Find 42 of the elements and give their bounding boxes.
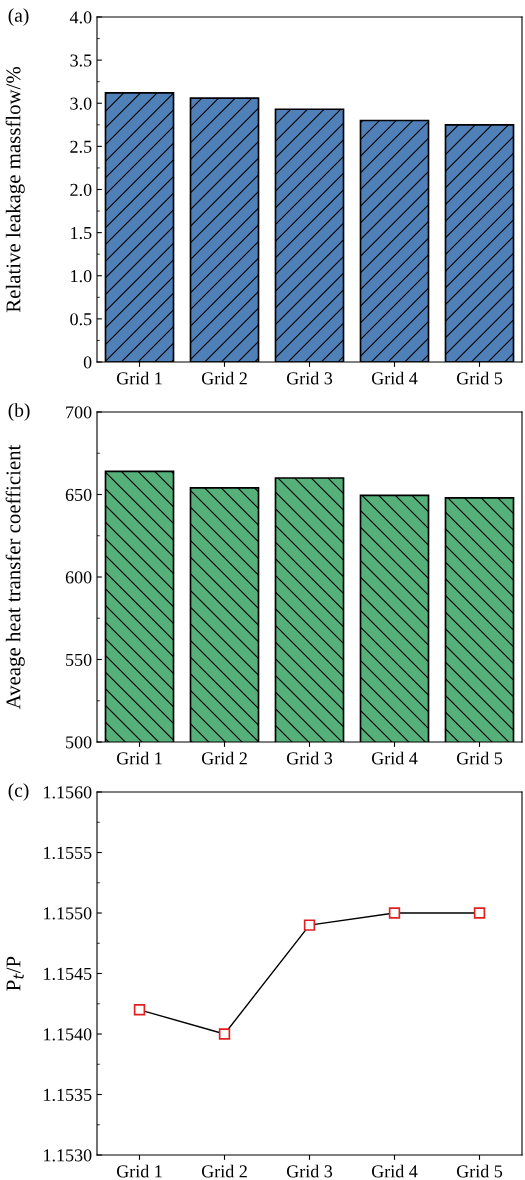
x-tick-label: Grid 5 (456, 751, 503, 765)
y-tick-label: 2.5 (70, 140, 92, 153)
y-tick-label: 1.0 (71, 270, 92, 283)
x-tick-label: Grid 5 (456, 1164, 503, 1178)
x-tick-label: Grid 3 (286, 751, 333, 765)
y-tick-label: 1.1530 (44, 1149, 92, 1162)
x-tick-label: Grid 4 (371, 751, 418, 765)
x-tick-label: Grid 2 (201, 371, 247, 385)
y-tick-label: 500 (66, 736, 92, 749)
y-tick-label: 3.5 (70, 54, 92, 67)
text: (c) (8, 783, 29, 801)
x-tick-label: Grid 3 (286, 1164, 333, 1178)
x-tick-label: Grid 1 (116, 371, 162, 385)
y-tick-label: 1.1560 (44, 786, 92, 799)
x-tick-label: Grid 1 (116, 751, 162, 765)
y-tick-label: 1.1540 (44, 1028, 92, 1041)
y-tick-label: 1.1550 (44, 907, 92, 920)
y-tick-label: 0 (83, 356, 92, 369)
x-tick-label: Grid 4 (371, 371, 418, 385)
y-tick-label: 1.1545 (44, 967, 92, 981)
y-tick-label: 1.5 (71, 226, 92, 240)
y-tick-label: 600 (65, 571, 92, 584)
y-axis-title: Aveage heat transfer coefficient (5, 444, 25, 710)
y-tick-label: 1.1535 (44, 1088, 92, 1102)
x-tick-label: Grid 5 (456, 371, 503, 385)
y-tick-label: 650 (65, 488, 92, 501)
y-axis-title: P$_{t}$/P (6, 956, 24, 991)
y-tick-label: 700 (66, 406, 92, 419)
x-tick-label: Grid 4 (371, 1164, 418, 1178)
y-tick-label: 3.0 (70, 97, 92, 110)
x-tick-label: Grid 2 (201, 1164, 247, 1178)
x-tick-label: Grid 2 (201, 751, 247, 765)
text: (b) (8, 403, 30, 421)
text: (a) (8, 8, 29, 26)
y-tick-label: 1.1555 (44, 846, 92, 860)
y-tick-label: 550 (66, 653, 92, 666)
y-tick-label: 4.0 (69, 11, 92, 24)
y-tick-label: 2.0 (70, 183, 92, 197)
y-axis-title: Relative leakage massflow/% (5, 67, 25, 313)
x-tick-label: Grid 3 (286, 371, 333, 385)
y-tick-label: 0.5 (70, 313, 92, 326)
x-tick-label: Grid 1 (116, 1164, 162, 1178)
